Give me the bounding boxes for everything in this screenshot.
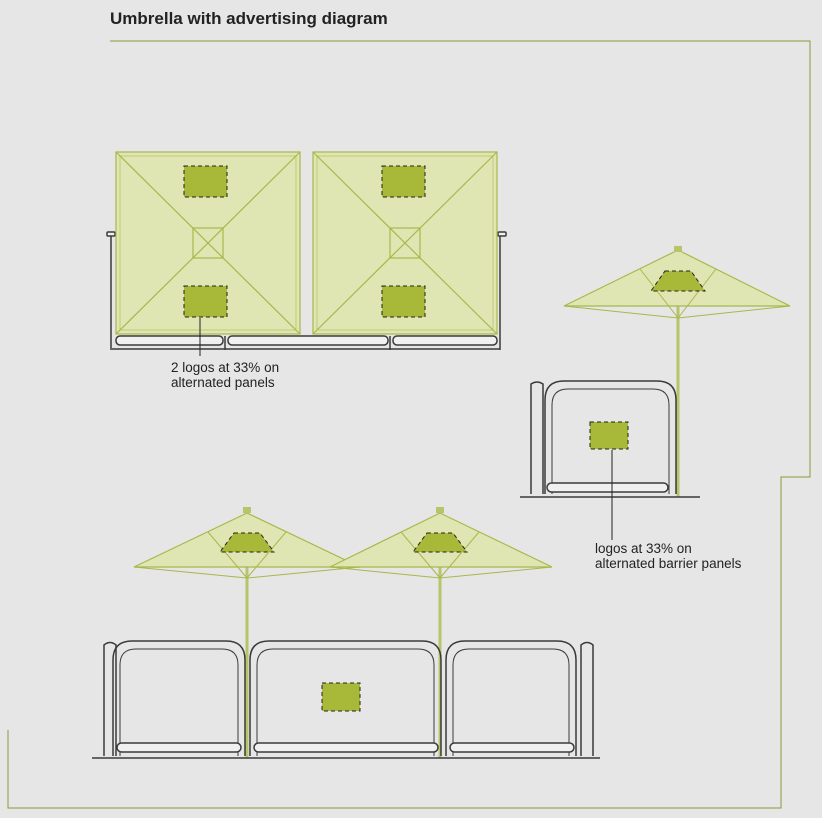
side-view: [520, 246, 791, 540]
barrier-callout-line1: logos at 33% on: [595, 541, 692, 556]
logo-plan-left-bottom: [183, 285, 228, 318]
side-barrier: [520, 380, 700, 498]
plan-callout: 2 logos at 33% on alternated panels: [171, 360, 279, 390]
plan-view: [106, 151, 507, 356]
plan-callout-line2: alternated panels: [171, 375, 275, 390]
logo-plan-right-bottom: [381, 285, 426, 318]
barrier-callout-line2: alternated barrier panels: [595, 556, 742, 571]
logo-plan-right-top: [381, 165, 426, 198]
logo-front-barrier: [321, 682, 361, 712]
logo-side-umbrella: [650, 270, 706, 292]
logo-front-right: [412, 532, 468, 553]
front-barrier: [92, 640, 600, 759]
logo-side-barrier: [589, 421, 629, 450]
diagram-title: Umbrella with advertising diagram: [110, 9, 388, 28]
logo-plan-left-top: [183, 165, 228, 198]
plan-callout-line1: 2 logos at 33% on: [171, 360, 280, 375]
barrier-callout: logos at 33% on alternated barrier panel…: [595, 541, 741, 571]
frame-border: [7, 40, 811, 809]
plan-barrier: [106, 231, 507, 350]
logo-front-left: [219, 532, 275, 553]
front-view: [92, 507, 600, 759]
